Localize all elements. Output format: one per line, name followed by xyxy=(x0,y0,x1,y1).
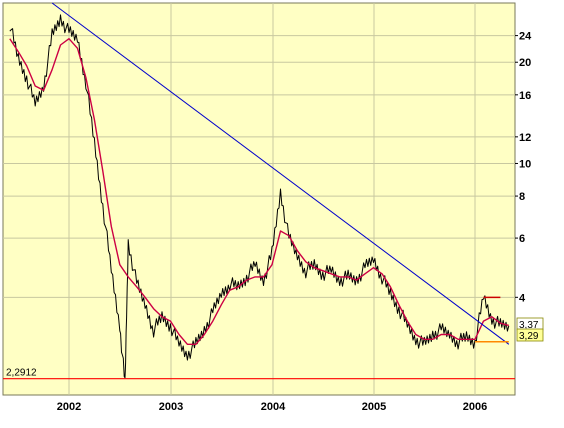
x-tick-label: 2003 xyxy=(159,401,183,413)
x-tick-label: 2002 xyxy=(57,401,81,413)
trendline xyxy=(51,2,510,345)
y-tick-label: 10 xyxy=(519,158,531,170)
y-tick-label: 24 xyxy=(519,31,532,43)
last-price-label: 3,29 xyxy=(519,331,539,342)
y-tick-label: 12 xyxy=(519,132,531,144)
y-tick-label: 16 xyxy=(519,90,531,102)
last-price-label: 3,37 xyxy=(519,320,539,331)
x-tick-label: 2006 xyxy=(463,401,487,413)
axes: 4 6 8 10 12 16 20 24 2002 2003 2004 2005 2006 xyxy=(57,31,532,413)
plot-background xyxy=(2,2,516,396)
x-tick-label: 2005 xyxy=(362,401,386,413)
y-tick-label: 4 xyxy=(519,292,526,304)
moving-average-line xyxy=(9,38,509,345)
price-line xyxy=(9,14,510,379)
y-tick-label: 6 xyxy=(519,233,525,245)
y-tick-label: 8 xyxy=(519,191,525,203)
support-line-label: 2,2912 xyxy=(6,368,37,379)
last-price-box xyxy=(516,328,544,342)
y-tick-label: 20 xyxy=(519,57,531,69)
series xyxy=(9,14,510,379)
overlays: 2,2912 3,373,29 xyxy=(3,2,544,380)
gridlines xyxy=(3,3,515,395)
x-tick-label: 2004 xyxy=(261,401,286,413)
